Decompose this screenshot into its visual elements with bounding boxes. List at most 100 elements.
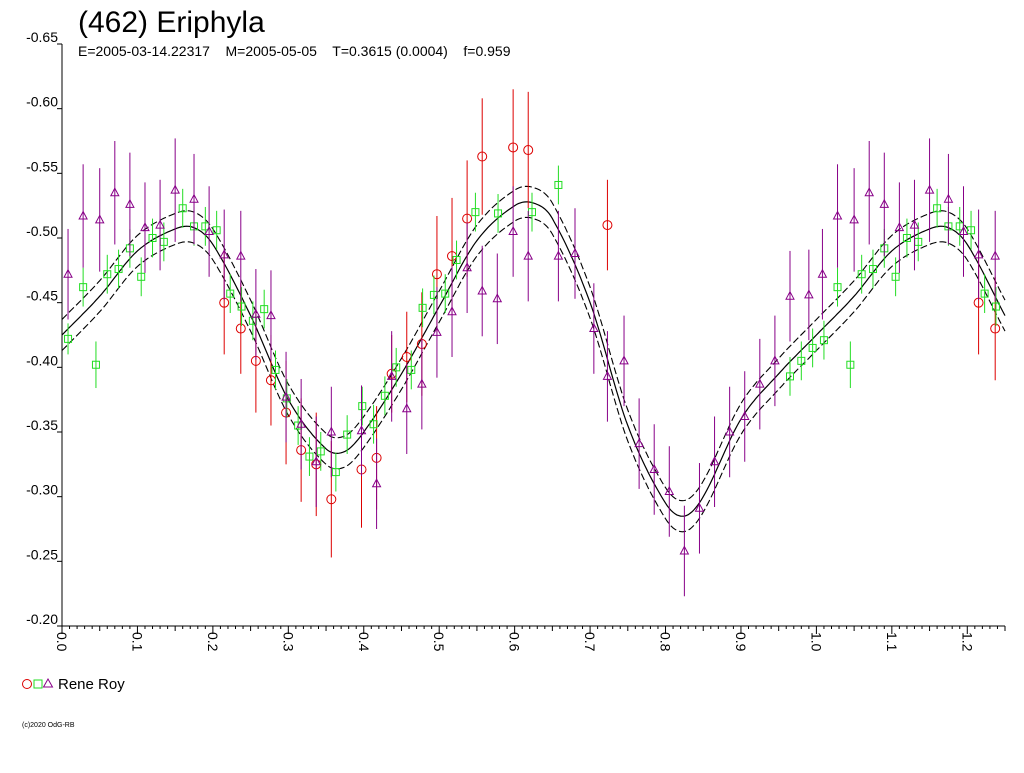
x-tick-label: 1.2 bbox=[959, 632, 975, 652]
data-point-triangle bbox=[634, 438, 644, 448]
data-point-circle bbox=[326, 494, 337, 505]
data-point-triangle bbox=[311, 456, 322, 466]
data-point-triangle bbox=[462, 262, 472, 272]
data-point-square bbox=[316, 447, 325, 456]
y-tick-label: -0.45 bbox=[26, 288, 58, 304]
data-point-square bbox=[833, 283, 842, 292]
legend-triangle-marker bbox=[42, 677, 54, 688]
data-point-square bbox=[91, 360, 100, 369]
data-point-square bbox=[64, 334, 73, 343]
axes: -0.65 -0.60 -0.55 -0.50 -0.45 -0.40 -0.35 -0.30… bbox=[26, 29, 1006, 652]
data-point-square bbox=[808, 343, 817, 352]
data-point-square bbox=[305, 452, 314, 461]
data-point-triangle bbox=[219, 249, 230, 259]
data-point-square bbox=[79, 283, 88, 292]
data-point-triangle bbox=[879, 198, 890, 208]
data-point-triangle bbox=[109, 187, 120, 197]
data-point-triangle bbox=[973, 249, 984, 259]
data-point-square bbox=[178, 204, 187, 213]
data-point-triangle bbox=[417, 378, 427, 388]
data-point-circle bbox=[602, 220, 613, 231]
data-point-triangle bbox=[235, 250, 246, 260]
data-point-triangle bbox=[990, 250, 1001, 260]
data-point-triangle bbox=[78, 210, 88, 220]
data-point-square bbox=[494, 209, 503, 218]
data-point-triangle bbox=[602, 370, 613, 380]
data-point-square bbox=[114, 265, 123, 274]
data-point-square bbox=[902, 234, 911, 242]
data-point-square bbox=[868, 265, 877, 274]
data-point-triangle bbox=[447, 306, 457, 316]
data-point-triangle bbox=[679, 545, 690, 555]
data-point-square bbox=[980, 289, 989, 298]
data-point-triangle bbox=[958, 225, 969, 236]
data-point-triangle bbox=[649, 463, 660, 474]
data-point-square bbox=[785, 372, 794, 381]
x-tick-label: 0.7 bbox=[582, 632, 598, 652]
data-point-triangle bbox=[553, 250, 564, 260]
fit-lower-envelope bbox=[61, 216, 1006, 533]
data-point-circle bbox=[235, 323, 246, 334]
data-point-square bbox=[137, 272, 146, 281]
x-tick-label: 0.5 bbox=[431, 632, 447, 652]
x-tick-label: 0.2 bbox=[205, 632, 221, 652]
chart-title: (462) Eriphyla bbox=[78, 6, 265, 39]
y-tick-label: -0.65 bbox=[26, 29, 58, 45]
data-point-triangle bbox=[266, 310, 276, 320]
data-point-triangle bbox=[170, 184, 180, 194]
data-point-triangle bbox=[281, 391, 291, 401]
x-tick-label: 1.1 bbox=[884, 632, 900, 652]
fit-curve-line bbox=[61, 201, 1006, 517]
data-point-square bbox=[380, 391, 389, 400]
legend: Rene Roy bbox=[22, 676, 125, 693]
data-point-triangle bbox=[924, 184, 935, 194]
data-point-square bbox=[471, 208, 480, 217]
legend-label: Rene Roy bbox=[58, 676, 125, 693]
data-point-triangle bbox=[724, 426, 735, 436]
data-point-triangle bbox=[432, 326, 442, 336]
x-tick-label: 0.3 bbox=[280, 632, 296, 652]
data-point-triangle bbox=[508, 225, 518, 236]
x-tick-label: 1.0 bbox=[808, 632, 824, 652]
data-point-triangle bbox=[619, 355, 629, 365]
data-point-triangle bbox=[770, 355, 780, 365]
x-tick-label: 0.0 bbox=[54, 632, 70, 652]
data-point-square bbox=[392, 363, 401, 372]
data-point-triangle bbox=[894, 222, 905, 232]
copyright-text: (c)2020 OdG-RB bbox=[22, 722, 75, 729]
x-tick-label: 0.8 bbox=[658, 632, 674, 652]
data-point-triangle bbox=[785, 290, 795, 300]
data-point-triangle bbox=[832, 210, 843, 220]
data-point-circle bbox=[508, 142, 519, 153]
x-tick-label: 0.6 bbox=[507, 632, 523, 652]
data-point-square bbox=[358, 402, 367, 411]
data-point-triangle bbox=[356, 425, 367, 435]
data-point-triangle bbox=[589, 322, 599, 333]
data-point-triangle bbox=[155, 219, 165, 229]
data-point-triangle bbox=[817, 268, 828, 278]
x-tick-label: 0.4 bbox=[356, 632, 372, 652]
y-tick-label: -0.50 bbox=[26, 223, 58, 239]
fit-upper-envelope bbox=[61, 185, 1006, 502]
y-tick-label: -0.55 bbox=[26, 158, 58, 174]
data-point-square bbox=[441, 289, 450, 298]
data-point-square bbox=[891, 272, 900, 281]
data-point-square bbox=[418, 303, 427, 312]
data-point-triangle bbox=[140, 222, 150, 232]
x-tick-label: 0.9 bbox=[733, 632, 749, 652]
data-point-triangle bbox=[709, 456, 720, 466]
data-point-circle bbox=[990, 323, 1001, 334]
data-point-triangle bbox=[296, 418, 306, 428]
data-point-triangle bbox=[189, 193, 199, 203]
data-point-triangle bbox=[63, 268, 73, 278]
data-point-square bbox=[407, 365, 416, 374]
data-point-triangle bbox=[909, 219, 920, 229]
data-point-triangle bbox=[371, 478, 382, 488]
y-tick-label: -0.60 bbox=[26, 94, 58, 110]
x-tick-label: 0.1 bbox=[129, 632, 145, 652]
data-point-square bbox=[226, 289, 235, 298]
data-point-triangle bbox=[864, 187, 875, 197]
data-point-triangle bbox=[570, 247, 580, 258]
data-point-triangle bbox=[125, 198, 135, 208]
